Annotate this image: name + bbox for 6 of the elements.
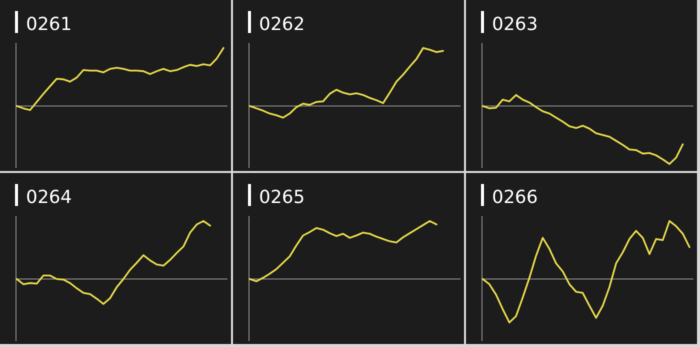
- chart-title: 0262: [259, 14, 305, 35]
- chart-title: 0265: [259, 187, 305, 208]
- chart-title: 0261: [26, 14, 72, 35]
- chart-title: 0263: [492, 14, 538, 35]
- chart-title: 0264: [26, 187, 72, 208]
- chart-title: 0266: [492, 187, 538, 208]
